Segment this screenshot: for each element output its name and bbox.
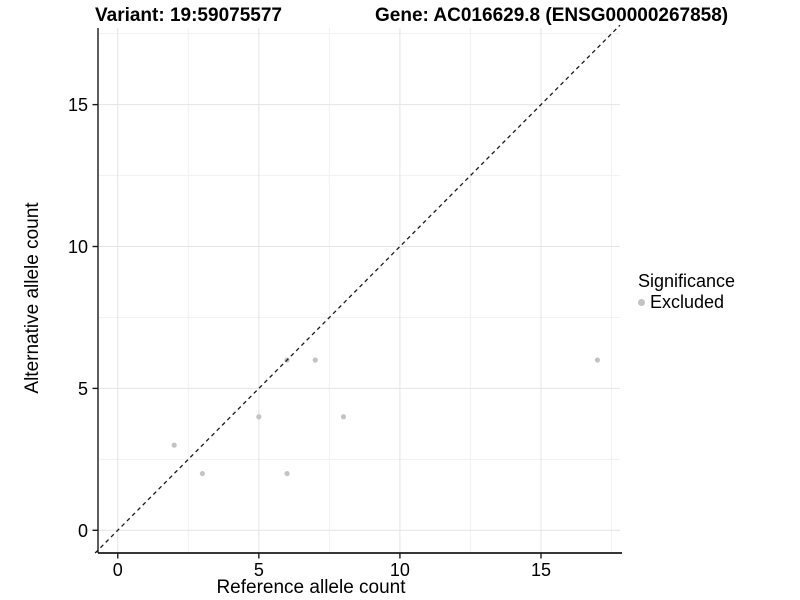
legend-entry-excluded: Excluded bbox=[638, 292, 735, 312]
legend-title: Significance bbox=[638, 271, 736, 291]
data-point bbox=[340, 414, 347, 420]
y-tick-label: 0 bbox=[78, 521, 88, 541]
x-tick-label: 15 bbox=[531, 560, 551, 580]
legend-point-icon bbox=[638, 298, 645, 306]
data-point bbox=[256, 414, 262, 420]
y-axis-title: Alternative allele count bbox=[22, 202, 43, 394]
data-point bbox=[171, 442, 177, 448]
data-point bbox=[594, 357, 601, 363]
legend-entry-label: Excluded bbox=[650, 292, 725, 312]
plot-title-variant: Variant: 19:59075577 bbox=[95, 5, 282, 26]
y-tick-label: 5 bbox=[78, 379, 88, 399]
data-point bbox=[199, 470, 205, 477]
x-tick-label: 5 bbox=[254, 560, 264, 580]
legend: Significance Excluded bbox=[638, 271, 735, 312]
y-tick-label: 15 bbox=[68, 95, 88, 115]
x-tick-label: 10 bbox=[390, 560, 410, 580]
x-axis-title: Reference allele count bbox=[216, 577, 406, 598]
y-tick-label: 10 bbox=[68, 237, 88, 257]
x-tick-label: 0 bbox=[113, 560, 123, 580]
plot-title-gene: Gene: AC016629.8 (ENSG00000267858) bbox=[375, 5, 729, 26]
data-point bbox=[284, 470, 290, 477]
data-point bbox=[312, 357, 318, 363]
